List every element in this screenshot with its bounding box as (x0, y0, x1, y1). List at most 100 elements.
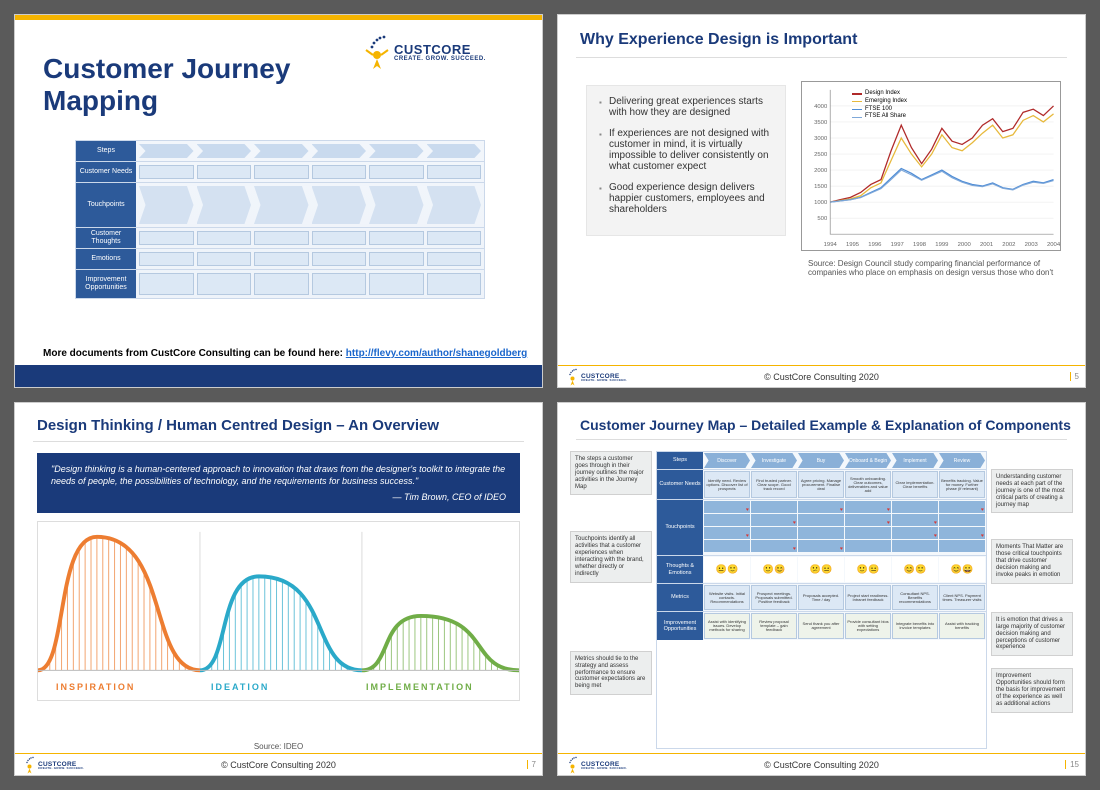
more-docs-text: More documents from CustCore Consulting … (43, 348, 527, 359)
svg-text:1500: 1500 (814, 184, 828, 190)
improvement-cell: Review proposal template – gain feedback (751, 613, 797, 639)
slide-title: Customer Journey Mapping (43, 53, 343, 117)
logo-icon (566, 368, 579, 385)
accent-bar (15, 15, 542, 20)
matrix-cell (369, 252, 424, 266)
brand-logo: CUSTCORE CREATE. GROW. SUCCEED. (364, 35, 514, 69)
slide-3-design-thinking: Design Thinking / Human Centred Design –… (14, 402, 543, 776)
map-row: Customer NeedsIdentify need. Review opti… (657, 470, 986, 500)
more-docs-label: More documents from CustCore Consulting … (43, 348, 346, 359)
svg-text:3000: 3000 (814, 136, 828, 142)
map-row: MetricsWebsite visits. Initial contacts.… (657, 584, 986, 612)
brand-tagline: CREATE. GROW. SUCCEED. (38, 766, 84, 769)
metric-cell: Project start readiness. Intranet feedba… (845, 585, 891, 610)
slide-title: Why Experience Design is Important (580, 31, 857, 49)
need-cell: Identify need. Review options. Discover … (704, 471, 750, 498)
copyright: © CustCore Consulting 2020 (221, 760, 336, 770)
touchpoint-cell: ♥ (939, 501, 985, 513)
svg-text:2000: 2000 (958, 242, 972, 248)
stage-label: IMPLEMENTATION (356, 682, 511, 692)
left-callouts: The steps a customer goes through in the… (570, 451, 652, 749)
stages-source: Source: IDEO (15, 742, 542, 751)
svg-text:2003: 2003 (1025, 242, 1039, 248)
stages-svg (38, 522, 519, 700)
right-callouts: Understanding customer needs at each par… (991, 451, 1073, 749)
stage-label: INSPIRATION (46, 682, 201, 692)
touchpoint-cell: ♥ (751, 514, 797, 526)
emotion-cell: 😊😀 (939, 557, 985, 582)
logo-icon (364, 35, 390, 69)
callout: Metrics should tie to the strategy and a… (570, 651, 652, 695)
matrix-cell (369, 231, 424, 245)
brand-tagline: CREATE. GROW. SUCCEED. (394, 56, 486, 62)
callout: Touchpoints identify all activities that… (570, 531, 652, 582)
matrix-row-cells (136, 162, 484, 182)
emoji-face-icon: 🙂 (763, 565, 774, 574)
svg-text:1998: 1998 (913, 242, 927, 248)
matrix-cell (369, 273, 424, 295)
matrix-cell (369, 144, 424, 158)
chart-legend: Design IndexEmerging IndexFTSE 100FTSE A… (852, 90, 907, 121)
need-cell: Smooth onboarding. Clear outcomes, deliv… (845, 471, 891, 498)
touchpoint-cell: ♥ (939, 527, 985, 539)
svg-text:1994: 1994 (824, 242, 838, 248)
matrix-cell (197, 252, 252, 266)
legend-item: FTSE 100 (852, 106, 907, 114)
matrix-cell (312, 252, 367, 266)
matrix-cell (197, 165, 252, 179)
heart-icon: ♥ (887, 507, 890, 513)
callout: Improvement Opportunities should form th… (991, 668, 1073, 712)
line-chart-design-index: Design IndexEmerging IndexFTSE 100FTSE A… (801, 81, 1061, 251)
svg-text:2500: 2500 (814, 152, 828, 158)
emoji-face-icon: 🙂 (727, 565, 738, 574)
slide-2-why-experience: Why Experience Design is Important Deliv… (557, 14, 1086, 388)
svg-text:2002: 2002 (1002, 242, 1015, 248)
touchpoint-cell: ♥ (845, 501, 891, 513)
map-row: Touchpoints♥♥♥♥♥♥♥♥♥♥♥♥ (657, 500, 986, 556)
emotion-cell: 😊🙂 (892, 557, 938, 582)
svg-text:1997: 1997 (891, 242, 904, 248)
emotion-cell: 😐🙂 (704, 557, 750, 582)
chart-source: Source: Design Council study comparing f… (808, 259, 1061, 277)
step-chevron: Review (939, 453, 985, 468)
page-number: 5 (1070, 372, 1079, 381)
slide-title: Design Thinking / Human Centred Design –… (37, 417, 439, 434)
stages-labels: INSPIRATIONIDEATIONIMPLEMENTATION (46, 682, 511, 692)
matrix-row-label: Emotions (76, 249, 136, 269)
brand-name: CUSTCORE (38, 760, 84, 767)
brand-name: CUSTCORE (394, 43, 486, 56)
improvement-cell: Send thank you after agreement (798, 613, 844, 639)
metric-cell: Proposals accepted. Time / day (798, 585, 844, 610)
emoji-face-icon: 😊 (904, 565, 915, 574)
matrix-cell (254, 186, 309, 224)
matrix-row-cells (136, 141, 484, 161)
emoji-face-icon: 😐 (868, 565, 879, 574)
heart-icon: ♥ (934, 533, 937, 539)
matrix-cell (139, 165, 194, 179)
title-divider (33, 441, 524, 442)
more-docs-link[interactable]: http://flevy.com/author/shanegoldberg (346, 348, 528, 359)
svg-text:4000: 4000 (814, 104, 828, 110)
matrix-cell (312, 231, 367, 245)
footer-logo: CUSTCORE CREATE. GROW. SUCCEED. (566, 368, 627, 385)
map-row-cells: Website visits. Initial contacts. Recomm… (703, 584, 986, 611)
legend-label: Emerging Index (865, 98, 907, 106)
matrix-cell (312, 165, 367, 179)
improvement-cell: Integrate benefits into invoice template… (892, 613, 938, 639)
map-row-cells: DiscoverInvestigateBuyOnboard & BeginImp… (703, 452, 986, 469)
matrix-cell (427, 186, 482, 224)
matrix-cell (139, 231, 194, 245)
map-row-label: Customer Needs (657, 470, 703, 499)
brand-name: CUSTCORE (581, 372, 627, 379)
touchpoint-cell (939, 514, 985, 526)
matrix-cell (197, 273, 252, 295)
need-cell: Benefits tracking. Value for money. Furt… (939, 471, 985, 498)
matrix-cell (254, 165, 309, 179)
heart-icon: ♥ (887, 520, 890, 526)
matrix-cell (197, 186, 252, 224)
legend-item: Design Index (852, 90, 907, 98)
logo-icon (23, 756, 36, 773)
heart-icon: ♥ (793, 546, 796, 552)
copyright: © CustCore Consulting 2020 (764, 372, 879, 382)
map-row-cells: Identify need. Review options. Discover … (703, 470, 986, 499)
